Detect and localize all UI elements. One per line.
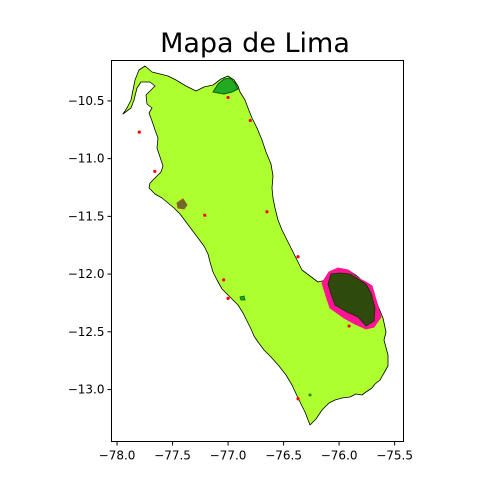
district-point	[296, 397, 300, 401]
x-tick-label: −76.0	[321, 449, 358, 463]
district-point	[153, 169, 157, 173]
district-points	[137, 95, 351, 401]
y-tick-label: −11.0	[68, 152, 105, 166]
y-axis: −10.5 −11.0 −11.5 −12.0 −12.5 −13.0	[68, 94, 112, 397]
tiny-polygon	[308, 393, 312, 397]
district-point	[265, 210, 269, 214]
x-tick-label: −75.5	[376, 449, 413, 463]
y-tick-label: −10.5	[68, 94, 105, 108]
plot-frame	[111, 60, 404, 442]
map-title: Mapa de Lima	[160, 28, 350, 59]
coastal-protected-area	[176, 198, 188, 210]
x-tick-label: −78.0	[99, 449, 136, 463]
northern-reserve	[212, 77, 239, 95]
y-tick-label: −11.5	[68, 209, 105, 223]
protected-area	[327, 272, 376, 327]
map-area	[122, 65, 389, 426]
district-point	[296, 255, 300, 259]
y-tick-label: −12.0	[68, 267, 105, 281]
district-point	[226, 95, 230, 100]
x-tick-label: −77.5	[154, 449, 191, 463]
district-point	[137, 130, 141, 134]
district-point	[347, 324, 351, 328]
district-point	[222, 278, 226, 282]
district-point	[226, 296, 230, 300]
y-tick-label: −13.0	[68, 383, 105, 397]
x-tick-label: −77.0	[210, 449, 247, 463]
district-point	[203, 213, 207, 217]
district-point	[248, 118, 252, 123]
x-axis: −78.0 −77.5 −77.0 −76.5 −76.0 −75.5	[99, 441, 413, 463]
y-tick-label: −12.5	[68, 325, 105, 339]
lima-region	[122, 65, 389, 426]
x-tick-label: −76.5	[265, 449, 302, 463]
small-polygon	[239, 295, 246, 301]
